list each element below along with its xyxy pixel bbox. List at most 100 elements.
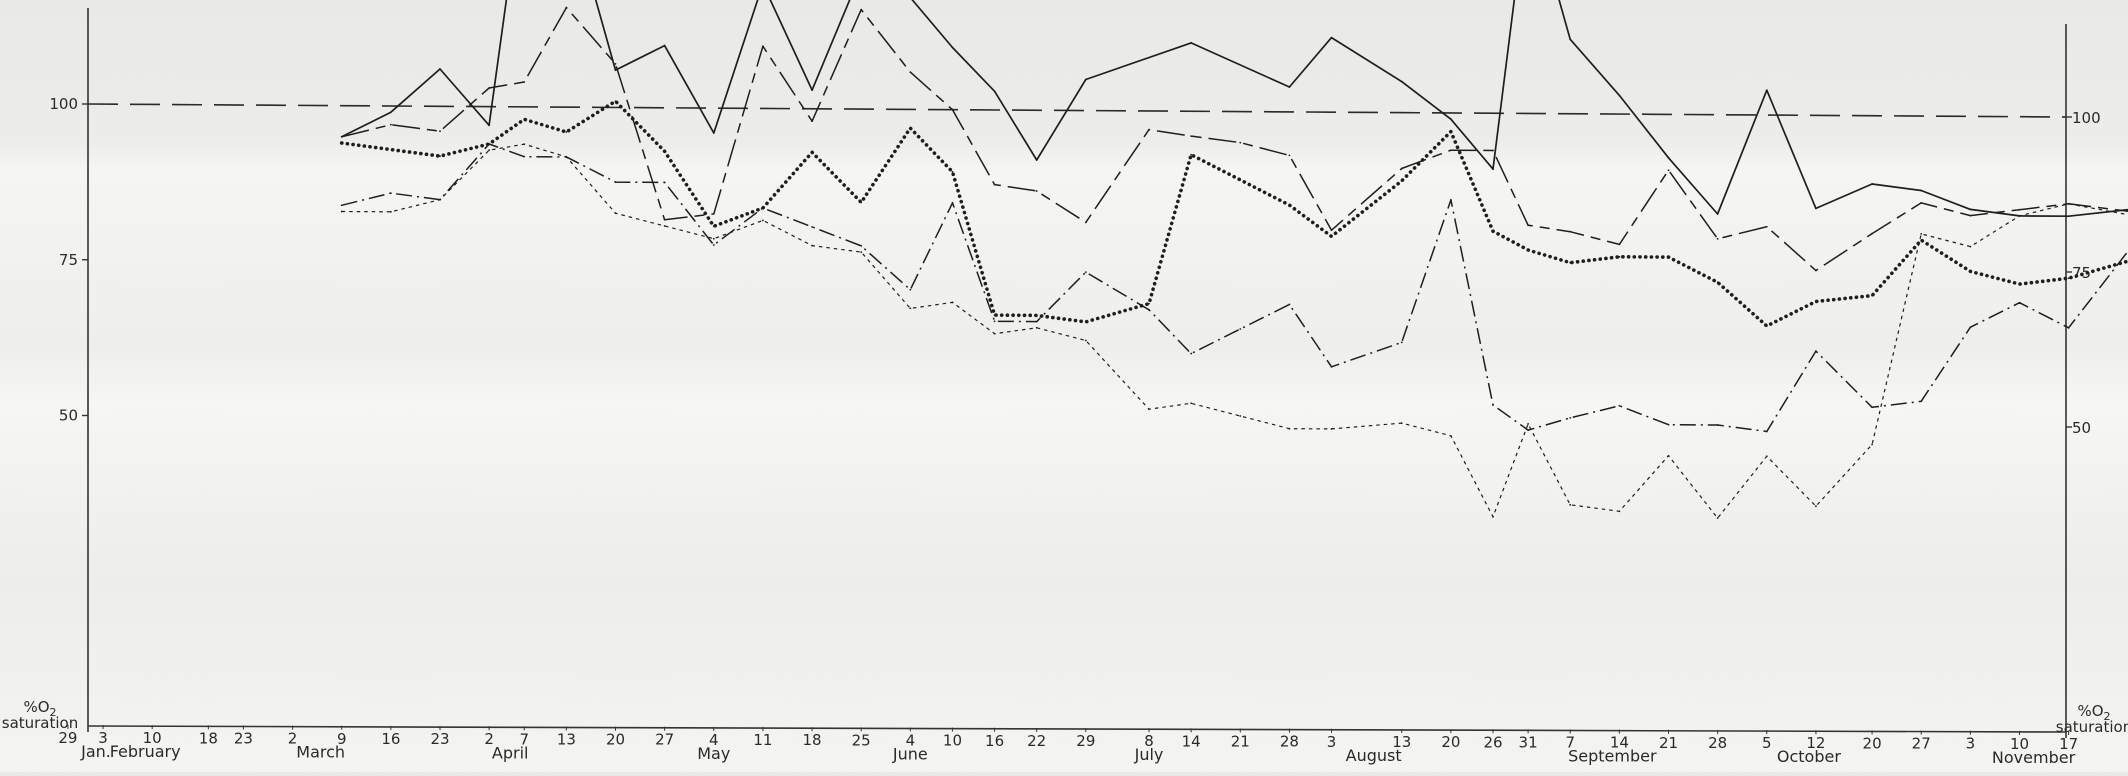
month-label: June — [892, 744, 928, 763]
data-point-fine-dotted — [1815, 505, 1817, 508]
x-tick-label: 8 — [1144, 732, 1154, 750]
data-point-fine-dotted — [1765, 455, 1768, 458]
data-point-long-short-dash — [1239, 141, 1242, 144]
data-point-heavy-dotted — [614, 100, 617, 103]
x-tick-label: 7 — [1565, 733, 1575, 751]
data-point-long-short-dash — [1716, 237, 1719, 240]
x-tick-label: 13 — [557, 730, 576, 748]
data-point-long-short-dash — [1449, 149, 1452, 152]
data-point-heavy-dotted — [1716, 281, 1719, 284]
data-point-long-short-dash — [909, 71, 912, 73]
data-point-heavy-dotted — [1239, 179, 1242, 181]
data-point-fine-dotted — [565, 156, 568, 158]
data-point-dash-dot — [1190, 352, 1193, 355]
data-point-long-short-dash — [1400, 167, 1403, 170]
data-point-heavy-dotted — [1527, 249, 1529, 251]
data-point-fine-dotted — [439, 198, 441, 201]
data-point-dash-dot — [1765, 430, 1768, 433]
data-point-dash-dot — [523, 155, 526, 158]
y-tick-label-left: 50 — [59, 407, 78, 425]
x-tick-label: 29 — [1076, 732, 1095, 750]
data-point-solid — [663, 44, 666, 47]
data-point-long-short-dash — [1330, 229, 1333, 232]
x-tick-label: 11 — [753, 731, 772, 749]
data-point-fine-dotted — [762, 219, 764, 222]
data-point-fine-dotted — [2067, 202, 2070, 205]
x-tick-label: 21 — [1659, 734, 1678, 752]
x-tick-label: 23 — [430, 730, 449, 748]
data-point-fine-dotted — [1288, 427, 1291, 430]
ticks: 5050757510010012512529310182329162327132… — [49, 95, 2100, 753]
data-point-fine-dotted — [993, 332, 996, 335]
x-tick-label: 7 — [519, 730, 529, 748]
y-axis-title-subscript: 2 — [50, 706, 57, 719]
data-point-fine-dotted — [909, 307, 912, 310]
data-point-dash-dot — [951, 202, 954, 204]
data-point-heavy-dotted — [909, 127, 912, 129]
data-point-dash-dot — [614, 181, 617, 184]
data-point-long-short-dash — [614, 63, 617, 65]
data-point-long-short-dash — [1569, 230, 1572, 233]
data-point-dash-dot — [993, 320, 996, 323]
x-tick-label: 2 — [288, 730, 298, 748]
x-tick-label: 25 — [852, 731, 871, 749]
data-point-fine-dotted — [1190, 402, 1193, 405]
data-point-long-short-dash — [1667, 169, 1670, 172]
data-point-fine-dotted — [1239, 415, 1242, 417]
x-tick-label: 14 — [1182, 732, 1201, 750]
data-point-solid — [1871, 183, 1873, 185]
data-point-fine-dotted — [1449, 434, 1452, 437]
data-point-dash-dot — [1815, 350, 1817, 353]
data-point-long-short-dash — [1190, 135, 1193, 138]
data-point-fine-dotted — [1330, 428, 1333, 430]
x-tick-label: 3 — [98, 729, 108, 747]
data-point-long-short-dash — [488, 87, 491, 89]
data-point-dash-dot — [1288, 303, 1291, 306]
data-point-fine-dotted — [860, 251, 863, 254]
data-point-dash-dot — [663, 181, 666, 184]
data-point-heavy-dotted — [811, 151, 813, 154]
y-axis-title-prefix: %O — [2077, 702, 2103, 720]
data-point-solid — [1667, 156, 1670, 159]
data-point-long-short-dash — [951, 108, 954, 111]
data-point-heavy-dotted — [523, 118, 526, 121]
data-point-dash-dot — [1920, 400, 1923, 403]
x-tick-label: 20 — [1863, 734, 1882, 752]
month-label: February — [110, 742, 181, 761]
x-tick-label: 27 — [1912, 735, 1931, 753]
reference-line-100 — [87, 103, 2067, 118]
data-point-dash-dot — [2018, 301, 2021, 304]
data-point-fine-dotted — [1667, 454, 1670, 457]
data-point-long-short-dash — [1618, 243, 1621, 246]
data-point-dash-dot — [1618, 404, 1621, 407]
data-point-dash-dot — [1871, 406, 1873, 409]
data-point-fine-dotted — [1569, 503, 1572, 506]
data-point-solid — [2067, 215, 2070, 218]
data-point-heavy-dotted — [1569, 261, 1572, 264]
x-tick-label: 4 — [906, 731, 916, 749]
x-tick-label: 5 — [1762, 734, 1772, 752]
data-point-heavy-dotted — [439, 155, 441, 158]
data-point-long-short-dash — [1969, 214, 1972, 217]
data-point-long-short-dash — [2018, 208, 2021, 211]
x-tick-label: 18 — [199, 729, 218, 747]
data-point-fine-dotted — [523, 143, 526, 146]
x-tick-label: 28 — [1708, 734, 1727, 752]
y-tick-label-left: 100 — [49, 95, 78, 113]
data-point-dash-dot — [2067, 326, 2070, 329]
data-point-dash-dot — [909, 288, 912, 291]
series-line-fine-dotted — [341, 143, 2128, 519]
data-point-solid — [1330, 36, 1333, 39]
data-point-fine-dotted — [1527, 422, 1529, 425]
data-point-solid — [1449, 118, 1452, 121]
month-label: September — [1568, 747, 1657, 766]
data-point-fine-dotted — [340, 210, 343, 213]
data-point-solid — [1815, 207, 1817, 210]
data-point-fine-dotted — [389, 210, 392, 213]
x-tick-label: 16 — [381, 730, 400, 748]
data-point-heavy-dotted — [1667, 256, 1670, 259]
data-point-dash-dot — [1400, 341, 1403, 344]
data-point-dash-dot — [1449, 198, 1452, 201]
data-point-solid — [1569, 38, 1572, 41]
